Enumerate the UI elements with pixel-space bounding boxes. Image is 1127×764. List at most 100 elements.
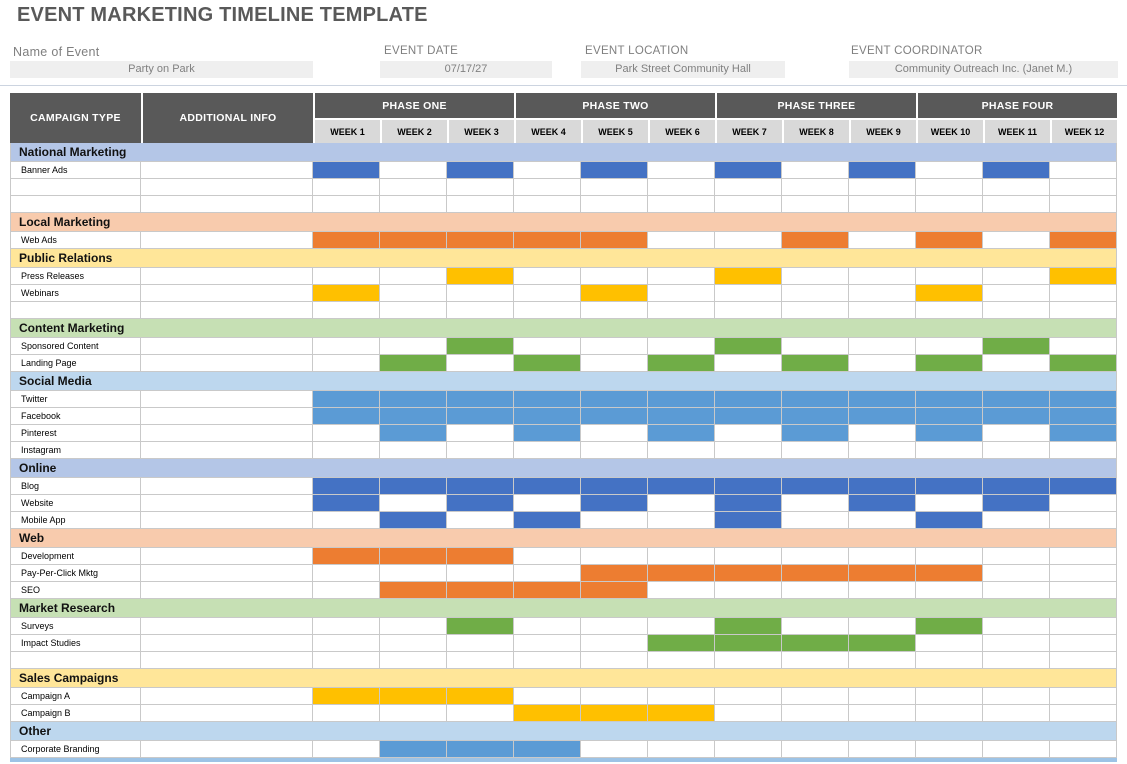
week-2-cell[interactable] xyxy=(380,635,447,652)
week-12-cell[interactable] xyxy=(1050,635,1117,652)
gantt-bar-week-7[interactable] xyxy=(715,391,782,408)
week-12-cell[interactable] xyxy=(1050,512,1117,529)
gantt-bar-week-4[interactable] xyxy=(514,391,581,408)
week-3-cell[interactable] xyxy=(447,652,514,669)
week-12-cell[interactable] xyxy=(1050,302,1117,319)
gantt-bar-week-7[interactable] xyxy=(715,495,782,512)
week-3-cell[interactable] xyxy=(447,442,514,459)
week-1-cell[interactable] xyxy=(313,635,380,652)
gantt-bar-week-5[interactable] xyxy=(581,495,648,512)
week-1-cell[interactable] xyxy=(313,565,380,582)
gantt-bar-week-3[interactable] xyxy=(447,688,514,705)
additional-info-cell[interactable] xyxy=(141,232,313,249)
week-6-cell[interactable] xyxy=(648,442,715,459)
week-4-cell[interactable] xyxy=(514,495,581,512)
week-5-cell[interactable] xyxy=(581,688,648,705)
event-date-input[interactable]: 07/17/27 xyxy=(380,61,552,78)
week-8-cell[interactable] xyxy=(782,179,849,196)
week-4-cell[interactable] xyxy=(514,635,581,652)
week-8-cell[interactable] xyxy=(782,618,849,635)
gantt-bar-week-2[interactable] xyxy=(380,741,447,758)
week-11-cell[interactable] xyxy=(983,705,1050,722)
gantt-bar-week-1[interactable] xyxy=(313,495,380,512)
additional-info-cell[interactable] xyxy=(141,565,313,582)
week-8-cell[interactable] xyxy=(782,688,849,705)
week-7-cell[interactable] xyxy=(715,442,782,459)
row-label[interactable]: Website xyxy=(10,495,141,512)
week-6-cell[interactable] xyxy=(648,232,715,249)
additional-info-cell[interactable] xyxy=(141,705,313,722)
gantt-bar-week-9[interactable] xyxy=(849,495,916,512)
week-11-cell[interactable] xyxy=(983,232,1050,249)
week-6-cell[interactable] xyxy=(648,196,715,213)
week-9-cell[interactable] xyxy=(849,268,916,285)
week-2-cell[interactable] xyxy=(380,302,447,319)
week-6-cell[interactable] xyxy=(648,285,715,302)
gantt-bar-week-7[interactable] xyxy=(715,162,782,179)
week-9-cell[interactable] xyxy=(849,196,916,213)
week-8-cell[interactable] xyxy=(782,512,849,529)
week-4-cell[interactable] xyxy=(514,285,581,302)
week-2-cell[interactable] xyxy=(380,179,447,196)
week-12-cell[interactable] xyxy=(1050,582,1117,599)
gantt-bar-week-3[interactable] xyxy=(447,232,514,249)
row-label[interactable]: Corporate Branding xyxy=(10,741,141,758)
gantt-bar-week-5[interactable] xyxy=(581,565,648,582)
week-2-cell[interactable] xyxy=(380,565,447,582)
week-1-cell[interactable] xyxy=(313,355,380,372)
gantt-bar-week-6[interactable] xyxy=(648,478,715,495)
week-9-cell[interactable] xyxy=(849,652,916,669)
week-9-cell[interactable] xyxy=(849,338,916,355)
gantt-bar-week-6[interactable] xyxy=(648,705,715,722)
gantt-bar-week-9[interactable] xyxy=(849,478,916,495)
row-label[interactable]: Banner Ads xyxy=(10,162,141,179)
gantt-bar-week-4[interactable] xyxy=(514,478,581,495)
week-7-cell[interactable] xyxy=(715,741,782,758)
week-2-cell[interactable] xyxy=(380,196,447,213)
week-11-cell[interactable] xyxy=(983,442,1050,459)
week-8-cell[interactable] xyxy=(782,548,849,565)
week-12-cell[interactable] xyxy=(1050,162,1117,179)
week-4-cell[interactable] xyxy=(514,652,581,669)
week-11-cell[interactable] xyxy=(983,179,1050,196)
gantt-bar-week-5[interactable] xyxy=(581,582,648,599)
week-12-cell[interactable] xyxy=(1050,179,1117,196)
week-10-cell[interactable] xyxy=(916,688,983,705)
gantt-bar-week-9[interactable] xyxy=(849,408,916,425)
gantt-bar-week-12[interactable] xyxy=(1050,268,1117,285)
week-7-cell[interactable] xyxy=(715,688,782,705)
week-12-cell[interactable] xyxy=(1050,565,1117,582)
gantt-bar-week-12[interactable] xyxy=(1050,425,1117,442)
week-4-cell[interactable] xyxy=(514,565,581,582)
week-5-cell[interactable] xyxy=(581,425,648,442)
empty-label-cell[interactable] xyxy=(10,302,141,319)
gantt-bar-week-11[interactable] xyxy=(983,495,1050,512)
gantt-bar-week-10[interactable] xyxy=(916,478,983,495)
gantt-bar-week-10[interactable] xyxy=(916,425,983,442)
gantt-bar-week-8[interactable] xyxy=(782,391,849,408)
week-5-cell[interactable] xyxy=(581,652,648,669)
gantt-bar-week-11[interactable] xyxy=(983,478,1050,495)
week-6-cell[interactable] xyxy=(648,162,715,179)
additional-info-cell[interactable] xyxy=(141,548,313,565)
gantt-bar-week-4[interactable] xyxy=(514,355,581,372)
week-10-cell[interactable] xyxy=(916,635,983,652)
week-12-cell[interactable] xyxy=(1050,652,1117,669)
gantt-bar-week-3[interactable] xyxy=(447,478,514,495)
week-5-cell[interactable] xyxy=(581,635,648,652)
additional-info-cell[interactable] xyxy=(141,179,313,196)
additional-info-cell[interactable] xyxy=(141,495,313,512)
gantt-bar-week-6[interactable] xyxy=(648,635,715,652)
gantt-bar-week-5[interactable] xyxy=(581,705,648,722)
gantt-bar-week-4[interactable] xyxy=(514,741,581,758)
additional-info-cell[interactable] xyxy=(141,442,313,459)
week-3-cell[interactable] xyxy=(447,302,514,319)
week-4-cell[interactable] xyxy=(514,302,581,319)
week-4-cell[interactable] xyxy=(514,338,581,355)
week-9-cell[interactable] xyxy=(849,442,916,459)
row-label[interactable]: Campaign B xyxy=(10,705,141,722)
week-3-cell[interactable] xyxy=(447,565,514,582)
week-9-cell[interactable] xyxy=(849,232,916,249)
additional-info-cell[interactable] xyxy=(141,478,313,495)
week-7-cell[interactable] xyxy=(715,302,782,319)
